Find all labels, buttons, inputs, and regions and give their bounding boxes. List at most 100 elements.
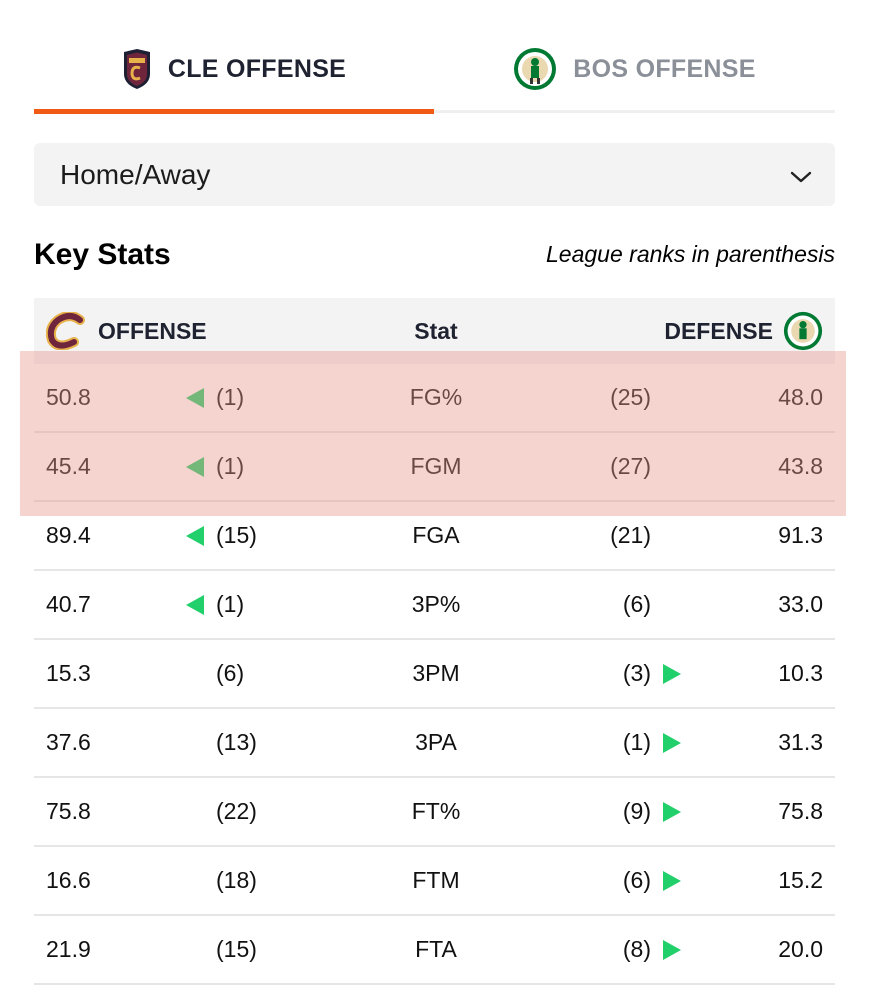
stat-name: 3PM bbox=[412, 660, 460, 686]
defense-value: 10.3 bbox=[778, 660, 823, 686]
rank-advantage-arrow-icon bbox=[663, 870, 681, 891]
defense-value: 20.0 bbox=[778, 936, 823, 962]
defense-rank-text: (6) bbox=[622, 867, 651, 893]
table-row: 15.3 (6) 3PM (3) 10.3 bbox=[34, 640, 835, 709]
defense-rank-text: (3) bbox=[622, 660, 651, 686]
defense-header: DEFENSE bbox=[664, 298, 823, 364]
offense-value: 89.4 bbox=[46, 522, 91, 548]
cavaliers-shield-logo-icon bbox=[122, 48, 152, 90]
active-tab-indicator bbox=[34, 109, 434, 114]
table-header: OFFENSE Stat DEFENSE bbox=[34, 298, 835, 364]
table-row: 50.8 (1) FG% (25) 48.0 bbox=[34, 364, 835, 433]
offense-rank-text: (1) bbox=[216, 384, 245, 410]
defense-rank: (9) bbox=[623, 778, 681, 845]
offense-value: 16.6 bbox=[46, 867, 91, 893]
defense-rank: (21) bbox=[610, 502, 681, 569]
offense-value: 15.3 bbox=[46, 660, 91, 686]
table-row: 45.4 (1) FGM (27) 43.8 bbox=[34, 433, 835, 502]
table-row: 89.4 (15) FGA (21) 91.3 bbox=[34, 502, 835, 571]
defense-rank-text: (6) bbox=[622, 591, 651, 617]
defense-rank: (27) bbox=[610, 433, 681, 500]
offense-rank-text: (13) bbox=[216, 729, 257, 755]
stat-name: FTA bbox=[415, 936, 457, 962]
tab-label: BOS OFFENSE bbox=[573, 54, 756, 83]
rank-advantage-arrow-icon bbox=[186, 525, 204, 546]
defense-rank: (3) bbox=[623, 640, 681, 707]
offense-rank-text: (18) bbox=[216, 867, 257, 893]
defense-rank: (25) bbox=[610, 364, 681, 431]
defense-rank: (1) bbox=[623, 709, 681, 776]
defense-value: 91.3 bbox=[778, 522, 823, 548]
rank-advantage-arrow-icon bbox=[663, 732, 681, 753]
defense-value: 15.2 bbox=[778, 867, 823, 893]
offense-rank: (1) bbox=[186, 571, 244, 638]
home-away-select[interactable]: Home/Away bbox=[34, 143, 835, 206]
select-value: Home/Away bbox=[60, 158, 211, 190]
defense-rank-text: (25) bbox=[610, 384, 651, 410]
defense-rank-text: (8) bbox=[622, 936, 651, 962]
stat-name: 3P% bbox=[411, 591, 461, 617]
defense-rank-text: (27) bbox=[610, 453, 651, 479]
defense-rank: (6) bbox=[623, 847, 681, 914]
offense-rank-text: (1) bbox=[216, 453, 245, 479]
table-row: 21.9 (15) FTA (8) 20.0 bbox=[34, 916, 835, 985]
rank-advantage-arrow-icon bbox=[663, 939, 681, 960]
table-row: 40.7 (1) 3P% (6) 33.0 bbox=[34, 571, 835, 640]
offense-rank: (15) bbox=[186, 502, 257, 569]
key-stats-table: OFFENSE Stat DEFENSE 50.8 (1) FG% (25) 48.0 4… bbox=[34, 298, 835, 985]
celtics-small-logo-icon bbox=[783, 311, 823, 351]
rank-advantage-arrow-icon bbox=[663, 801, 681, 822]
offense-rank-text: (15) bbox=[216, 522, 257, 548]
stat-name: FGM bbox=[410, 453, 462, 479]
offense-rank-text: (15) bbox=[216, 936, 257, 962]
rank-advantage-arrow-icon bbox=[186, 594, 204, 615]
stat-name: FT% bbox=[411, 798, 461, 824]
offense-rank-text: (6) bbox=[216, 660, 245, 686]
rank-advantage-arrow-icon bbox=[663, 663, 681, 684]
offense-value: 37.6 bbox=[46, 729, 91, 755]
rank-advantage-arrow-icon bbox=[186, 387, 204, 408]
table-row: 75.8 (22) FT% (9) 75.8 bbox=[34, 778, 835, 847]
offense-rank: (1) bbox=[186, 433, 244, 500]
table-row: 16.6 (18) FTM (6) 15.2 bbox=[34, 847, 835, 916]
defense-rank-text: (21) bbox=[610, 522, 651, 548]
defense-rank: (6) bbox=[623, 571, 681, 638]
offense-rank: (13) bbox=[186, 709, 257, 776]
offense-rank-text: (22) bbox=[216, 798, 257, 824]
defense-value: 48.0 bbox=[778, 384, 823, 410]
defense-rank-text: (1) bbox=[622, 729, 651, 755]
offense-value: 21.9 bbox=[46, 936, 91, 962]
stat-header: Stat bbox=[414, 317, 458, 344]
celtics-logo-icon bbox=[513, 47, 557, 91]
offense-header-label: OFFENSE bbox=[98, 317, 207, 344]
offense-value: 50.8 bbox=[46, 384, 91, 410]
defense-rank-text: (9) bbox=[622, 798, 651, 824]
cavaliers-c-logo-icon bbox=[46, 312, 88, 350]
stat-name: FG% bbox=[409, 384, 463, 410]
offense-rank: (18) bbox=[186, 847, 257, 914]
offense-rank: (15) bbox=[186, 916, 257, 983]
defense-value: 75.8 bbox=[778, 798, 823, 824]
league-ranks-note: League ranks in parenthesis bbox=[546, 241, 835, 267]
offense-value: 45.4 bbox=[46, 453, 91, 479]
offense-rank-text: (1) bbox=[216, 591, 245, 617]
defense-value: 33.0 bbox=[778, 591, 823, 617]
defense-rank: (8) bbox=[623, 916, 681, 983]
table-body: 50.8 (1) FG% (25) 48.0 45.4 (1) FGM (27) 43.8 89.4… bbox=[34, 364, 835, 985]
stat-name: FTM bbox=[412, 867, 460, 893]
defense-value: 31.3 bbox=[778, 729, 823, 755]
tab-cle-offense[interactable]: CLE OFFENSE bbox=[34, 28, 434, 110]
offense-value: 75.8 bbox=[46, 798, 91, 824]
tab-divider bbox=[34, 110, 835, 113]
stat-name: FGA bbox=[412, 522, 460, 548]
table-row: 37.6 (13) 3PA (1) 31.3 bbox=[34, 709, 835, 778]
offense-value: 40.7 bbox=[46, 591, 91, 617]
tab-bos-offense[interactable]: BOS OFFENSE bbox=[434, 28, 835, 110]
stat-name: 3PA bbox=[415, 729, 457, 755]
defense-value: 43.8 bbox=[778, 453, 823, 479]
offense-rank: (22) bbox=[186, 778, 257, 845]
rank-advantage-arrow-icon bbox=[186, 456, 204, 477]
key-stats-title: Key Stats bbox=[34, 238, 171, 271]
offense-header: OFFENSE bbox=[46, 298, 207, 364]
offense-rank: (6) bbox=[186, 640, 244, 707]
